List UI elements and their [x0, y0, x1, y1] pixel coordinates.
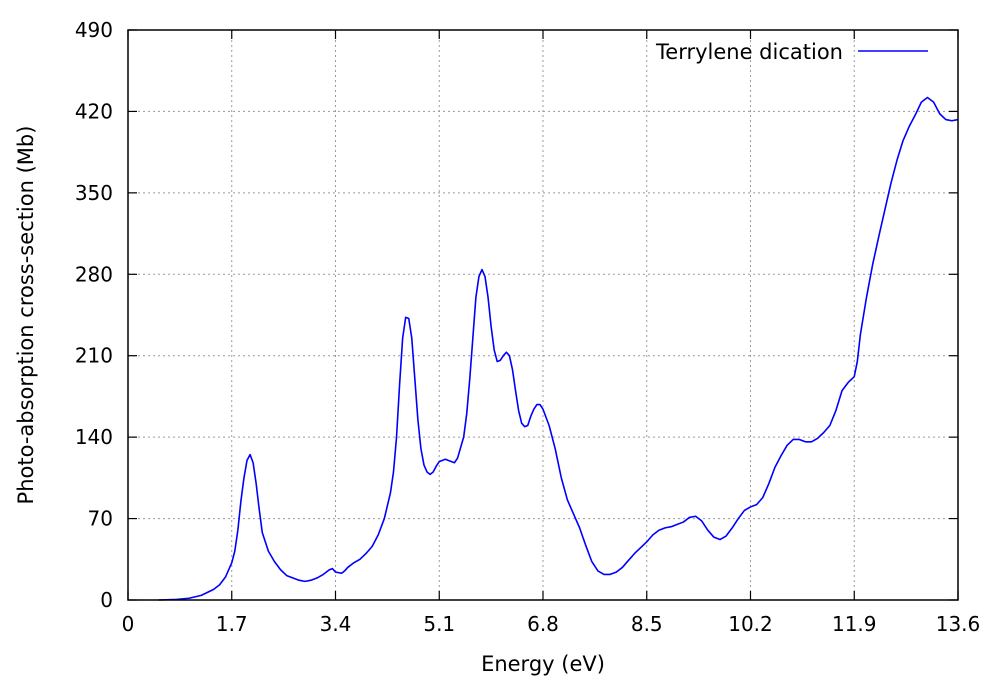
- y-tick-labels: 0 70 140 210 280 350 420 490: [75, 18, 113, 612]
- series-layer: [158, 96, 959, 601]
- y-tick-label: 420: [75, 99, 113, 123]
- y-axis-label: Photo-absorption cross-section (Mb): [14, 126, 38, 505]
- x-tick-label: 6.8: [527, 612, 559, 636]
- legend-label: Terrylene dication: [655, 40, 843, 64]
- y-tick-label: 280: [75, 262, 113, 286]
- y-tick-label: 350: [75, 181, 113, 205]
- x-tick-label: 0: [122, 612, 135, 636]
- x-tick-label: 1.7: [216, 612, 248, 636]
- x-tick-label: 10.2: [728, 612, 773, 636]
- x-tick-label: 3.4: [320, 612, 352, 636]
- series-line-0: [158, 96, 959, 601]
- x-tick-label: 8.5: [631, 612, 663, 636]
- y-tick-label: 70: [88, 507, 113, 531]
- grid: [128, 30, 958, 600]
- y-tick-label: 210: [75, 344, 113, 368]
- legend: Terrylene dication: [655, 40, 928, 64]
- x-tick-labels: 0 1.7 3.4 5.1 6.8 8.5 10.2 11.9 13.6: [122, 612, 981, 636]
- y-tick-label: 490: [75, 18, 113, 42]
- y-tick-label: 0: [100, 588, 113, 612]
- x-tick-label: 5.1: [423, 612, 455, 636]
- x-tick-label: 13.6: [936, 612, 981, 636]
- x-tick-label: 11.9: [832, 612, 877, 636]
- plot-frame: [127, 29, 959, 601]
- y-tick-label: 140: [75, 425, 113, 449]
- x-axis-label: Energy (eV): [481, 652, 605, 676]
